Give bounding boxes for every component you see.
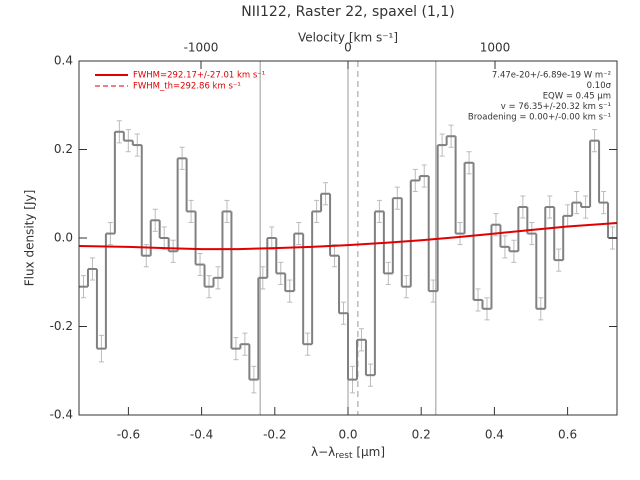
x-tick-label: -0.2 [263,428,286,442]
x2-tick-label: 0 [344,41,352,55]
x-tick-label: -0.6 [117,428,140,442]
annotation: 0.10σ [587,81,612,91]
y-tick-label: 0.2 [54,142,73,156]
x2-axis-label: Velocity [km s⁻¹] [298,31,398,45]
x-label-sub: rest [335,451,353,461]
annotation: EQW = 0.45 μm [543,92,611,102]
y-tick-label: -0.2 [50,319,73,333]
x-label-part: λ−λ [311,445,335,459]
annotation: 7.47e-20+/-6.89e-19 W m⁻² [492,71,611,81]
legend-label: FWHM_th=292.86 km s⁻¹ [133,82,241,92]
y-tick-label: 0.4 [54,54,73,68]
x-tick-label: 0.4 [485,428,504,442]
y-axis-label: Flux density [Jy] [23,190,37,287]
x2-tick-label: -1000 [184,41,219,55]
y-tick-label: 0.0 [54,231,73,245]
legend-label: FWHM=292.17+/-27.01 km s⁻¹ [133,71,265,81]
chart-title: NII122, Raster 22, spaxel (1,1) [241,4,454,20]
x-tick-label: 0.6 [558,428,577,442]
annotation: Broadening = 0.00+/-0.00 km s⁻¹ [468,113,611,123]
x-label-part: [μm] [353,445,386,459]
x2-tick-label: 1000 [480,41,511,55]
x-tick-label: 0.2 [412,428,431,442]
x-tick-label: 0.0 [338,428,357,442]
x-axis-label: λ−λrest [μm] [311,445,385,461]
fit-line [78,221,618,251]
x-tick-label: -0.4 [190,428,213,442]
annotation: v = 76.35+/-20.32 km s⁻¹ [501,102,611,112]
y-tick-label: -0.4 [50,408,73,422]
